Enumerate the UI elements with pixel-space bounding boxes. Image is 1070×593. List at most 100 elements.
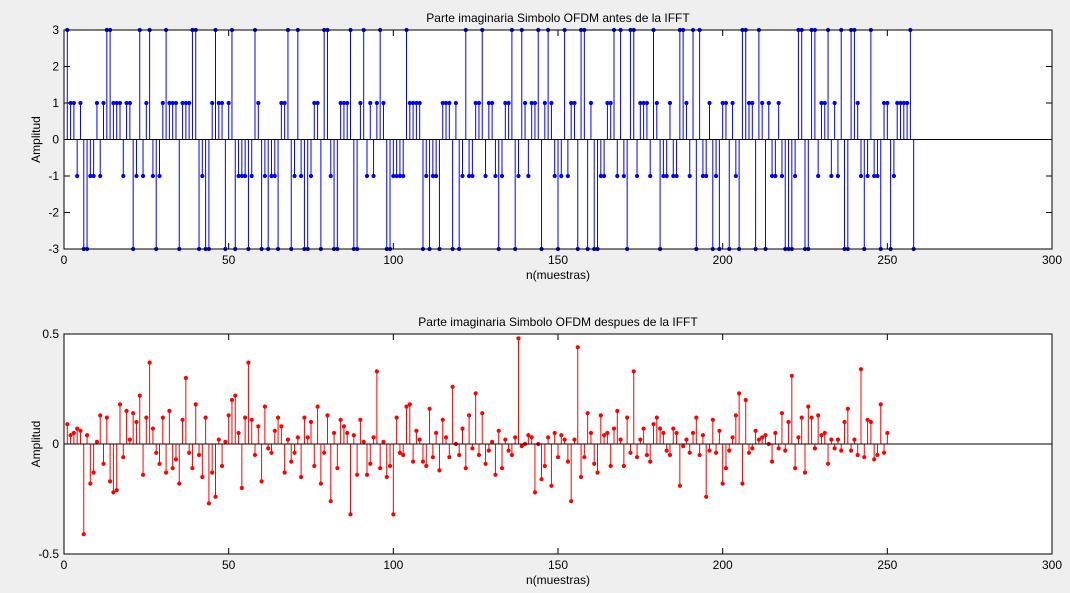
stem-marker — [223, 439, 228, 444]
stem-marker — [322, 450, 327, 455]
stem-marker — [246, 360, 251, 365]
stem-marker — [885, 430, 890, 436]
stem-marker — [410, 459, 416, 464]
x-tick-label: 150 — [548, 253, 568, 267]
y-tick-label: 2 — [52, 60, 59, 74]
stem-marker — [104, 415, 109, 420]
stem-marker — [506, 100, 511, 106]
stem-marker — [328, 499, 333, 504]
stem-marker — [98, 413, 103, 418]
stem-marker — [746, 450, 752, 455]
stem-marker — [513, 435, 518, 440]
stem-marker — [75, 173, 80, 179]
stem-marker — [750, 446, 755, 451]
stem-marker — [588, 430, 594, 436]
stem-marker — [292, 173, 297, 179]
stem-marker — [855, 452, 860, 458]
stem-marker — [760, 100, 765, 106]
stem-marker — [493, 173, 498, 179]
stem-marker — [401, 173, 406, 179]
stem-marker — [812, 446, 817, 451]
stem-marker — [299, 173, 304, 179]
stem-marker — [516, 336, 521, 341]
stem-marker — [490, 100, 495, 106]
x-axis-label-top: n(muestras) — [526, 268, 590, 282]
stem-marker — [657, 426, 663, 431]
stem-marker — [407, 402, 412, 407]
stem-marker — [766, 100, 771, 106]
stem-marker — [355, 472, 360, 477]
stem-marker — [713, 450, 719, 455]
stem-marker — [78, 428, 83, 433]
stem-marker — [91, 173, 96, 179]
stem-marker — [569, 499, 574, 504]
stem-marker — [684, 437, 689, 442]
stem-marker — [229, 397, 235, 403]
stem-marker — [424, 463, 429, 469]
stem-marker — [677, 483, 682, 488]
stem-marker — [440, 417, 445, 422]
stem-marker — [338, 417, 343, 422]
stem-marker — [427, 406, 432, 411]
stem-marker — [308, 173, 314, 179]
stem-marker — [539, 477, 544, 482]
stem-marker — [154, 450, 159, 455]
stem-marker — [763, 433, 768, 438]
stem-marker — [243, 173, 248, 179]
x-tick-label: 0 — [61, 558, 68, 572]
stem-marker — [341, 424, 347, 429]
stem-marker — [723, 100, 729, 106]
stem-marker — [769, 459, 775, 464]
stem-marker — [681, 444, 686, 449]
stem-marker — [858, 367, 864, 372]
stem-marker — [793, 173, 798, 179]
stem-marker — [707, 100, 712, 106]
x-tick-label: 250 — [877, 558, 897, 572]
stem-marker — [252, 452, 258, 458]
stem-marker — [358, 417, 363, 422]
stem-marker — [562, 437, 567, 442]
stem-marker — [499, 466, 505, 471]
stem-marker — [687, 173, 692, 179]
stem-marker — [315, 100, 320, 106]
stem-marker — [661, 430, 666, 436]
stem-marker — [269, 450, 274, 455]
stem-marker — [592, 461, 597, 466]
stem-marker — [127, 100, 132, 106]
stem-marker — [555, 455, 561, 460]
stem-marker — [315, 404, 320, 409]
stem-marker — [644, 452, 650, 458]
stem-marker — [219, 463, 225, 469]
stem-marker — [94, 439, 100, 444]
x-tick-label: 200 — [713, 558, 733, 572]
stem-marker — [750, 100, 755, 106]
stem-marker — [618, 437, 623, 442]
stem-marker — [94, 100, 100, 106]
stem-marker — [588, 100, 594, 106]
stem-marker — [700, 433, 706, 438]
stem-marker — [262, 404, 267, 409]
stem-marker — [634, 173, 640, 179]
x-tick-label: 200 — [713, 253, 733, 267]
stem-marker — [816, 173, 821, 179]
stem-marker — [387, 463, 393, 469]
stem-marker — [414, 428, 419, 433]
stem-marker — [144, 100, 149, 106]
stem-marker — [71, 430, 76, 436]
stem-marker — [391, 512, 396, 517]
stem-marker — [674, 173, 679, 179]
stem-marker — [565, 459, 570, 464]
stem-marker — [187, 100, 192, 106]
stem-marker — [434, 430, 439, 436]
stem-marker — [651, 422, 656, 427]
stem-marker — [743, 397, 748, 403]
stem-marker — [519, 444, 524, 449]
stem-marker — [862, 455, 867, 460]
stem-marker — [131, 411, 136, 416]
stem-marker — [506, 448, 511, 453]
x-tick-label: 100 — [383, 253, 403, 267]
stem-marker — [756, 437, 761, 442]
stem-marker — [845, 406, 850, 411]
stem-marker — [216, 437, 221, 442]
